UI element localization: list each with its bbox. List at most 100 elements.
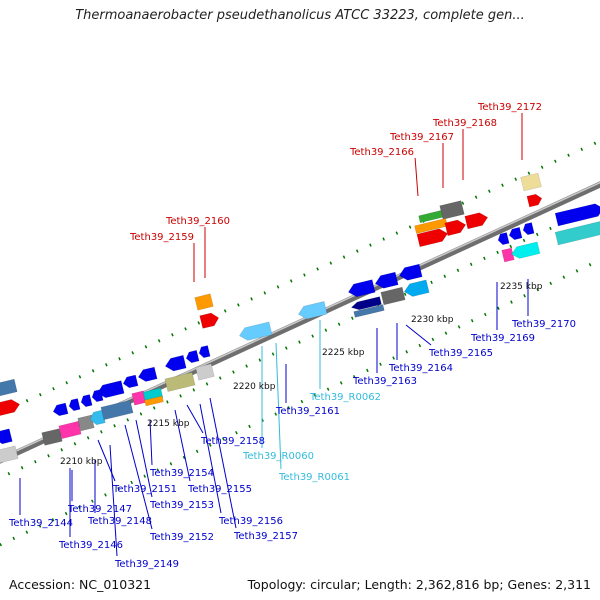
gene-feature	[554, 203, 600, 227]
gene-feature	[137, 366, 158, 382]
reverse-gene-label: Teth39_2157	[233, 531, 298, 542]
gene-feature	[185, 349, 200, 364]
gene-feature	[52, 402, 69, 417]
gene-feature	[80, 394, 93, 408]
reverse-gene-label: Teth39_2151	[112, 484, 177, 495]
gene-feature	[464, 212, 489, 230]
gene-feature	[398, 263, 423, 281]
reverse-gene-label: Teth39_2146	[58, 540, 123, 551]
scale-label: 2215 kbp	[147, 419, 190, 429]
reverse-gene-label: Teth39_2156	[218, 516, 283, 527]
forward-gene-label: Teth39_2172	[477, 102, 542, 113]
gene-feature	[510, 241, 541, 259]
scale-label: 2230 kbp	[411, 315, 454, 325]
gene-feature	[522, 222, 535, 236]
gene-feature	[350, 296, 382, 311]
gene-feature	[100, 399, 134, 421]
gene-feature	[77, 414, 95, 432]
reverse-leader	[209, 397, 237, 529]
gene-feature	[526, 193, 543, 208]
gene-feature	[414, 218, 448, 234]
gene-feature	[58, 420, 82, 440]
reverse-leader	[186, 404, 204, 434]
scale-labels: 2210 kbp 2215 kbp 2220 kbp 2225 kbp 2230 kbp…	[60, 282, 543, 467]
forward-gene-label: Teth39_2159	[129, 232, 194, 243]
gene-features	[0, 172, 600, 464]
reverse-leader	[405, 324, 432, 346]
gene-feature	[122, 374, 139, 389]
reverse-gene-label: Teth39_2165	[428, 348, 493, 359]
reverse-leader	[97, 439, 116, 482]
gene-feature	[403, 279, 430, 297]
upper-tick-row	[0, 139, 600, 415]
gene-feature	[520, 172, 542, 192]
gene-feature	[238, 321, 273, 341]
gene-feature	[144, 395, 164, 407]
gene-feature	[501, 247, 515, 263]
reverse-gene-label: Teth39_2170	[511, 319, 576, 330]
gene-feature	[353, 304, 385, 318]
gene-feature	[198, 345, 211, 359]
gene-feature	[68, 398, 81, 412]
gene-feature	[497, 232, 510, 246]
rna-gene-label: Teth39_R0062	[309, 392, 381, 403]
gene-feature	[439, 200, 465, 220]
gene-feature	[131, 390, 147, 406]
scale-label: 2220 kbp	[233, 382, 276, 392]
reverse-gene-label: Teth39_2152	[149, 532, 214, 543]
reverse-gene-label: Teth39_2163	[352, 376, 417, 387]
gene-feature	[347, 279, 376, 298]
forward-gene-label: Teth39_2168	[432, 118, 497, 129]
forward-gene-label: Teth39_2166	[349, 147, 414, 158]
reverse-gene-label: Teth39_2147	[67, 504, 132, 515]
scale-label: 2235 kbp	[500, 282, 543, 292]
forward-gene-label: Teth39_2167	[389, 132, 454, 143]
reverse-gene-label: Teth39_2144	[8, 518, 73, 529]
label-leaders	[19, 113, 529, 557]
reverse-gene-label: Teth39_2148	[87, 516, 152, 527]
gene-feature	[41, 428, 63, 446]
reverse-leader	[174, 409, 191, 482]
gene-feature	[195, 363, 215, 381]
reverse-gene-label: Teth39_2169	[470, 333, 535, 344]
rna-leader	[275, 342, 282, 470]
gene-feature	[380, 286, 406, 306]
gene-feature	[508, 226, 523, 241]
rna-gene-label: Teth39_R0061	[278, 472, 350, 483]
reverse-gene-label: Teth39_2155	[187, 484, 252, 495]
gene-feature	[0, 445, 19, 464]
forward-gene-label: Teth39_2160	[165, 216, 230, 227]
reverse-leader	[124, 424, 153, 530]
gene-feature	[444, 219, 467, 237]
gene-feature	[164, 372, 196, 392]
gene-feature	[554, 221, 600, 246]
reverse-leader	[149, 419, 153, 466]
reverse-gene-label: Teth39_2149	[114, 559, 179, 570]
gene-feature	[91, 389, 104, 403]
reverse-gene-label: Teth39_2161	[275, 406, 340, 417]
reverse-leader	[135, 419, 153, 498]
gene-feature	[164, 354, 187, 372]
reverse-gene-label: Teth39_2164	[388, 363, 453, 374]
map-title: Thermoanaerobacter pseudethanolicus ATCC…	[75, 8, 525, 23]
accession-text: Accession: NC_010321	[9, 577, 152, 592]
scale-label: 2225 kbp	[322, 348, 365, 358]
reverse-leader	[109, 444, 118, 557]
gene-feature	[374, 271, 399, 289]
forward-leader	[414, 157, 419, 197]
reverse-gene-label: Teth39_2153	[149, 500, 214, 511]
reverse-gene-label: Teth39_2158	[200, 436, 265, 447]
gene-feature	[89, 409, 106, 426]
scale-label: 2210 kbp	[60, 457, 103, 467]
gene-feature	[0, 399, 21, 416]
gene-labels: Teth39_2159 Teth39_2160 Teth39_2166 Teth39_…	[8, 102, 576, 570]
gene-feature	[416, 228, 449, 248]
gene-feature	[297, 301, 328, 320]
rna-gene-label: Teth39_R0060	[242, 451, 314, 462]
gene-feature	[0, 428, 13, 445]
gene-feature	[194, 293, 214, 311]
topology-summary: Topology: circular; Length: 2,362,816 bp…	[247, 577, 591, 592]
reverse-gene-label: Teth39_2154	[149, 468, 214, 479]
gene-feature	[0, 378, 18, 397]
